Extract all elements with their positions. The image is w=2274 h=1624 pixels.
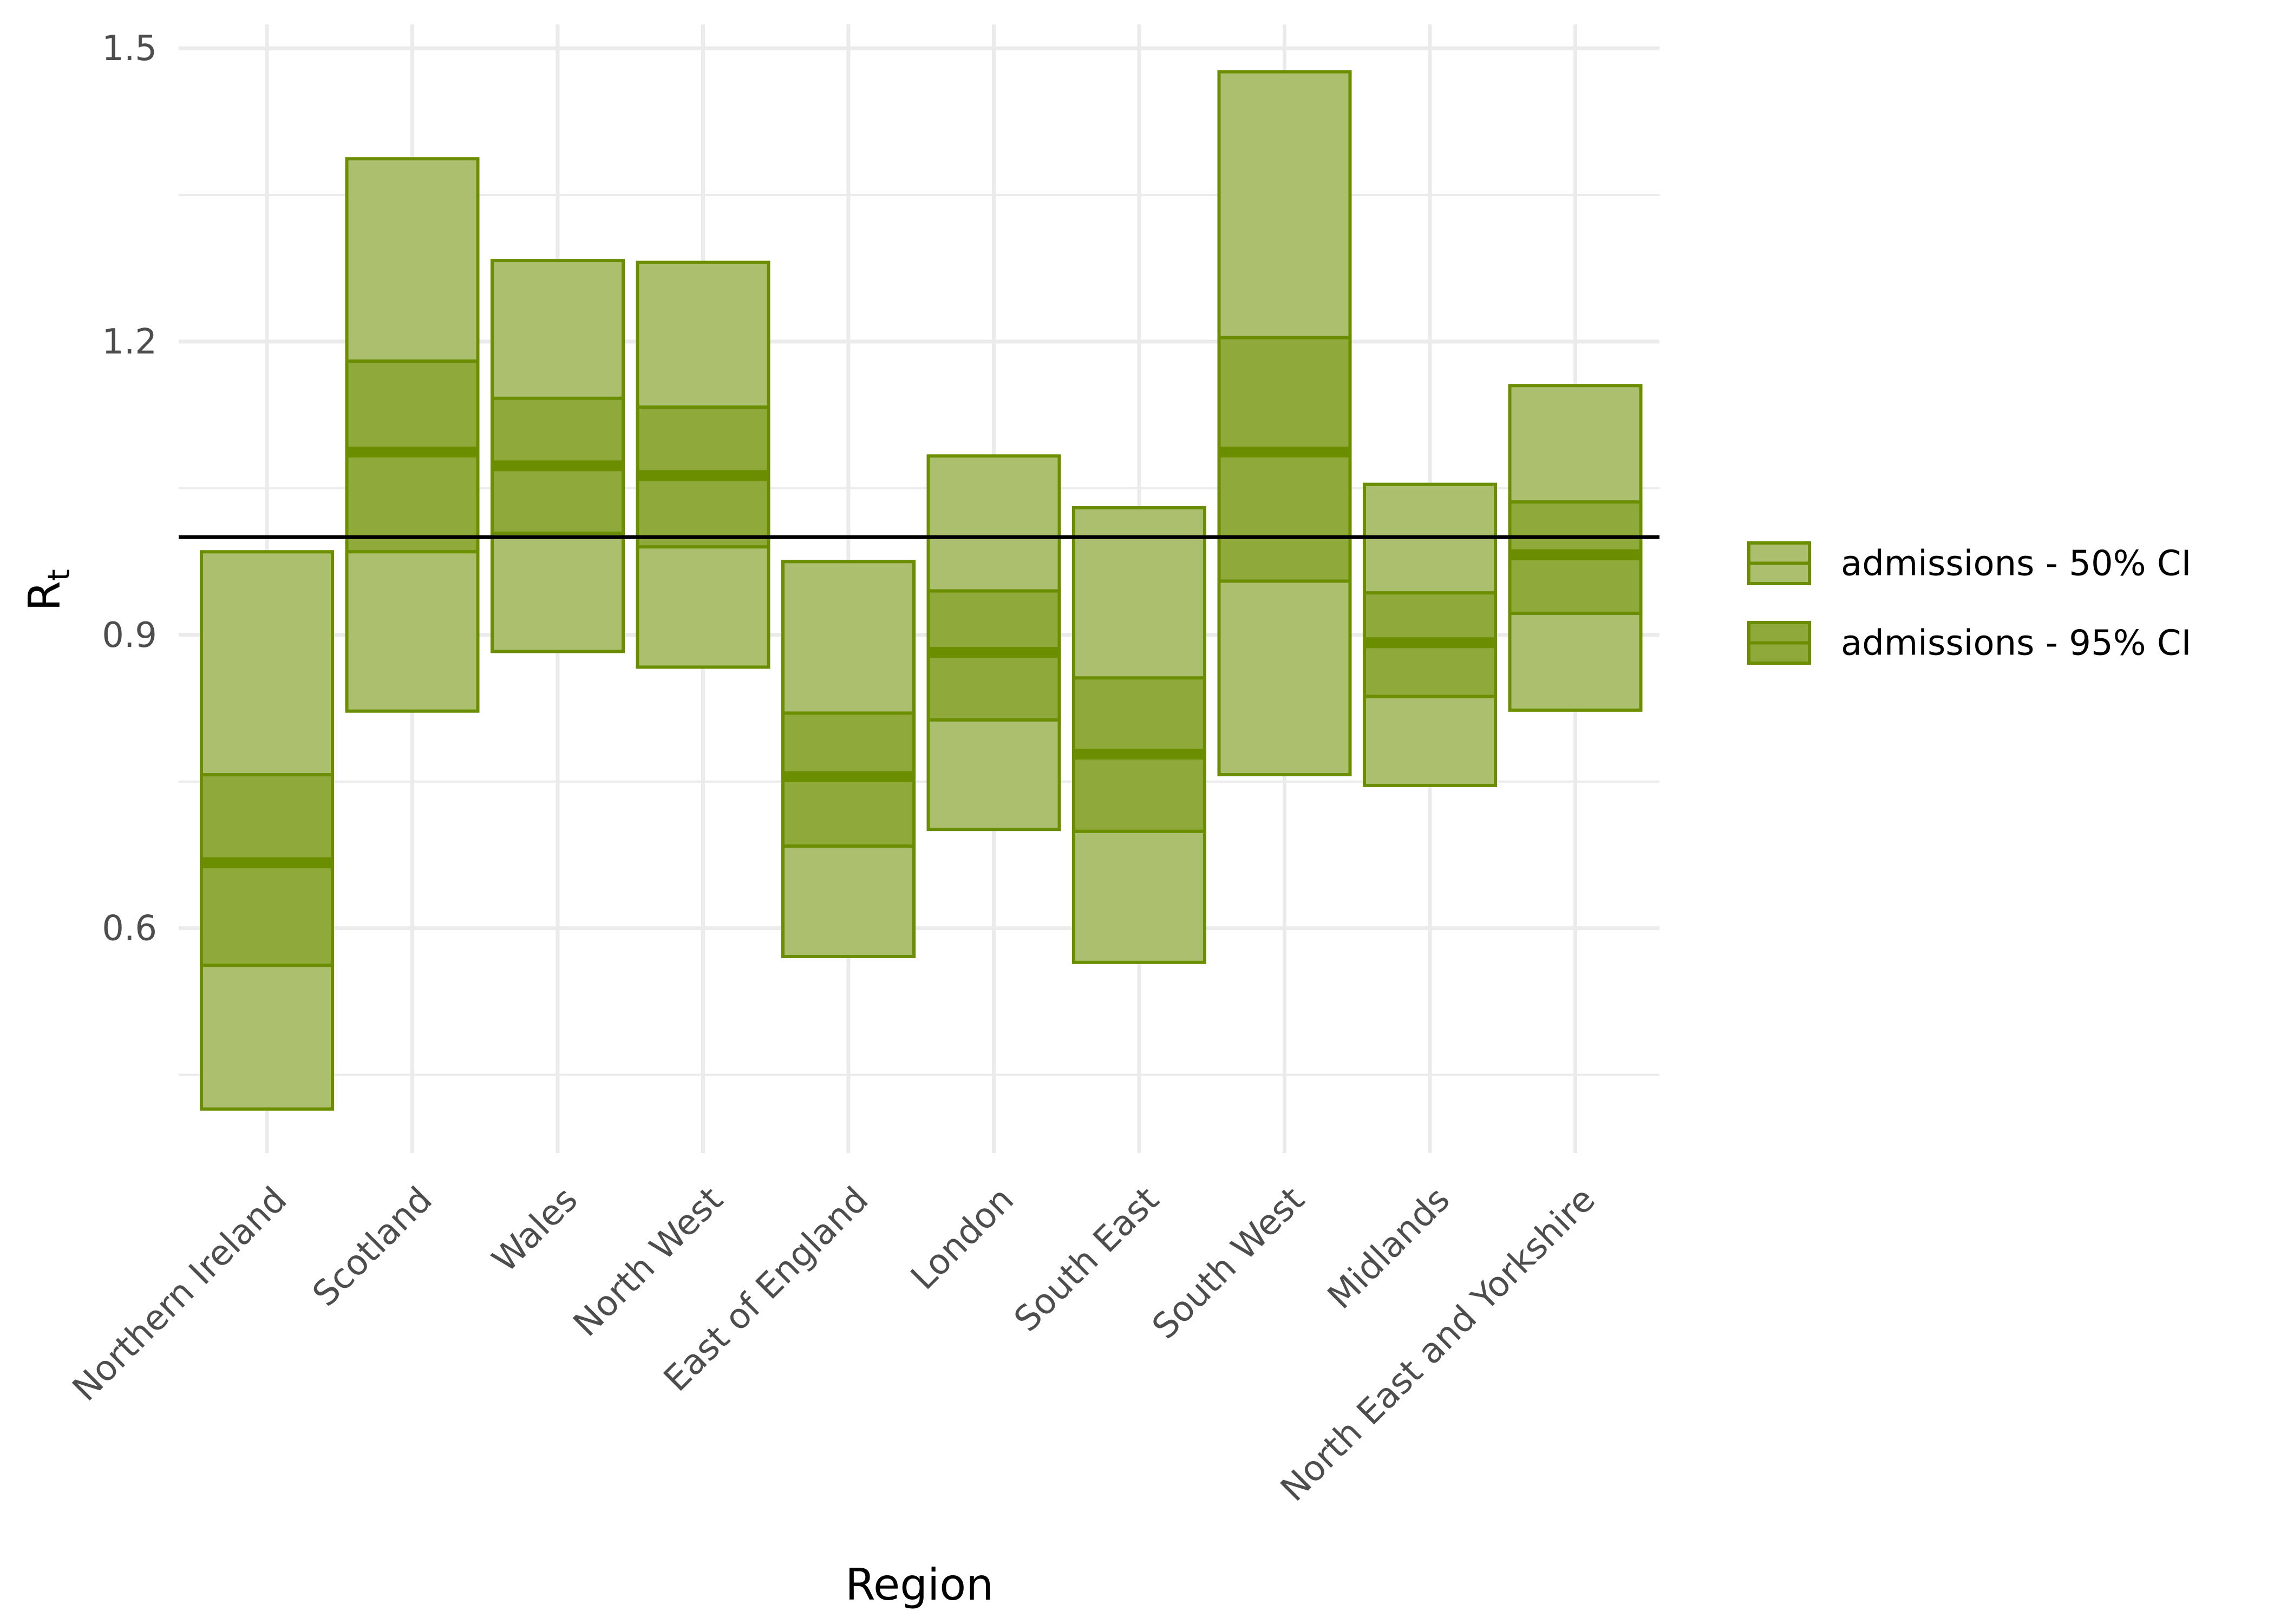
y-axis-ticks: 0.6 0.9 1.2 1.5 (102, 29, 157, 948)
crossbar-south-east (1072, 506, 1206, 964)
x-tick-label: Midlands (1320, 1180, 1458, 1317)
legend: admissions - 50% CI admissions - 95% CI (1747, 541, 2191, 665)
y-tick-label: 1.5 (102, 29, 157, 69)
x-tick-label: London (904, 1180, 1022, 1298)
legend-label: admissions - 50% CI (1841, 544, 2191, 584)
y-tick-label: 0.9 (102, 615, 157, 656)
x-tick-label: South East (1007, 1180, 1167, 1340)
x-tick-label: North East and Yorkshire (1273, 1180, 1603, 1509)
crossbars (200, 70, 1643, 1111)
crossbar-south-west (1217, 70, 1352, 777)
interval-box-95 (1217, 336, 1352, 583)
x-tick-label: South West (1145, 1180, 1312, 1347)
x-tick-label: Scotland (305, 1180, 440, 1314)
crossbar-wales (491, 259, 625, 653)
y-axis-title-main: R (19, 581, 70, 611)
crossbar-scotland (345, 157, 480, 713)
crossbar-north-west (636, 260, 770, 669)
interval-box-95 (200, 773, 334, 967)
y-tick-label: 0.6 (102, 909, 157, 949)
legend-item: admissions - 50% CI (1747, 541, 2191, 585)
legend-label: admissions - 95% CI (1841, 624, 2191, 664)
legend-item: admissions - 95% CI (1747, 621, 2191, 665)
y-axis-title-subscript: t (42, 569, 77, 581)
x-tick-label: North West (566, 1180, 731, 1345)
x-axis-title: Region (845, 1560, 994, 1610)
y-tick-label: 1.2 (102, 322, 157, 362)
crossbar-northern-ireland (200, 550, 334, 1111)
crossbar-north-east-and-yorkshire (1508, 384, 1643, 712)
y-axis-title: Rt (19, 569, 77, 611)
crossbar-london (926, 454, 1061, 831)
crossbar-midlands (1363, 482, 1497, 787)
x-tick-label: Wales (485, 1180, 585, 1280)
crossbar-east-of-england (781, 560, 916, 958)
x-tick-label: Northern Ireland (65, 1180, 295, 1409)
